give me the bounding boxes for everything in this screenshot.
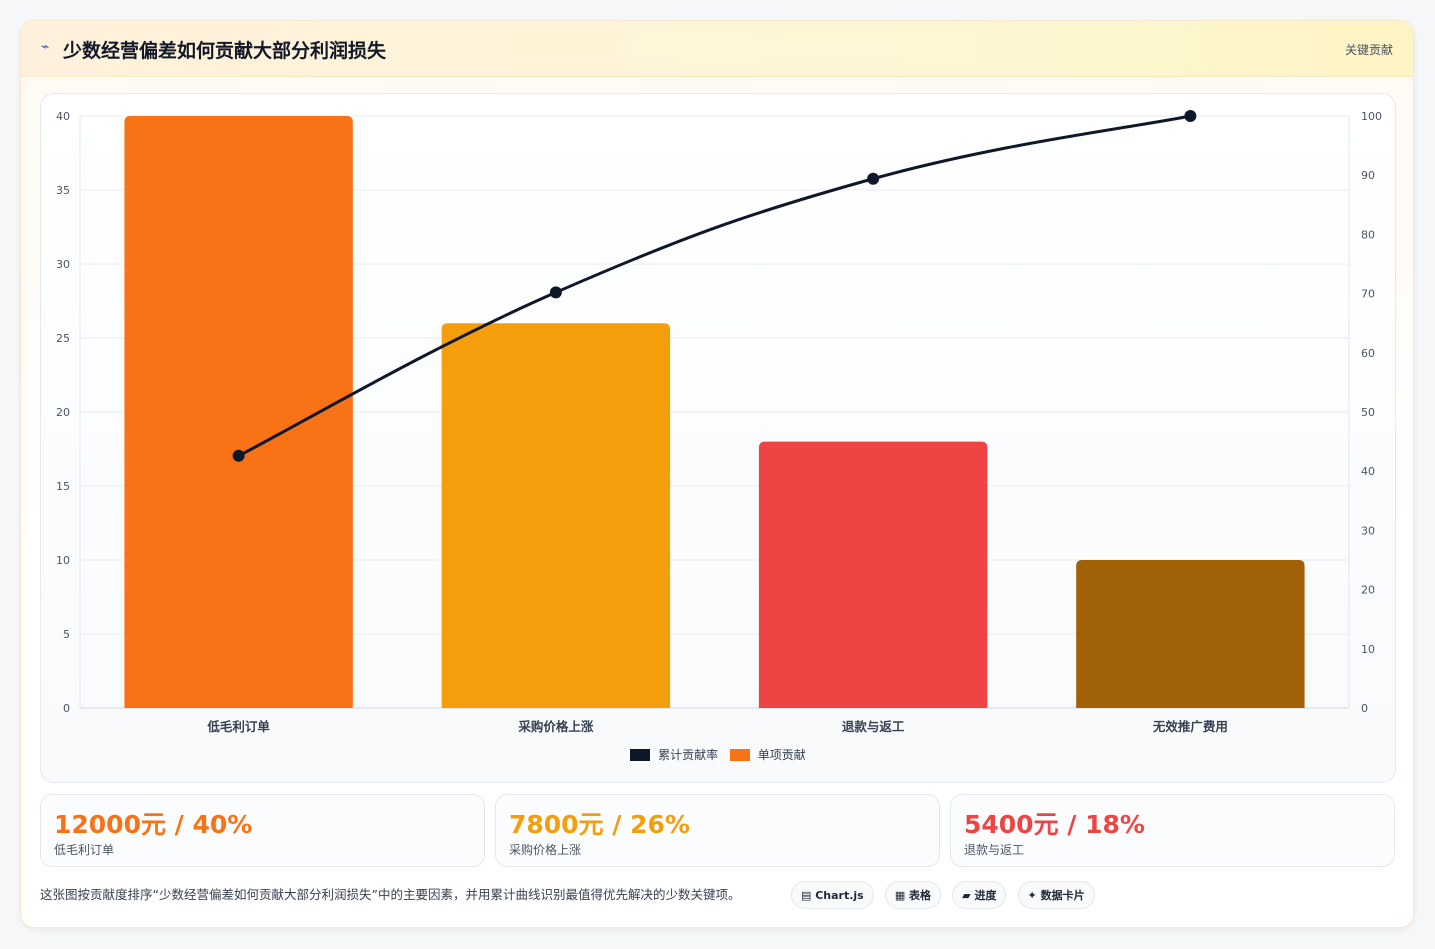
stat-label-1: 低毛利订单 xyxy=(54,843,115,857)
legend-swatch-single xyxy=(729,749,750,761)
y-right-tick-label: 70 xyxy=(1361,288,1375,301)
y-right-tick-label: 0 xyxy=(1361,702,1368,715)
bolt-icon: ⌁ xyxy=(41,39,50,55)
tech-chips: ▤ Chart.js ▦ 表格 ▰ 进度 ✦ 数据卡片 xyxy=(791,881,1101,909)
y-left-tick-label: 35 xyxy=(56,184,70,197)
x-tick-label: 无效推广费用 xyxy=(1152,719,1228,734)
bar-2 xyxy=(441,323,671,708)
y-left-tick-label: 40 xyxy=(56,110,70,123)
chart-legend: 累计贡献率 单项贡献 xyxy=(41,746,1395,763)
legend-label-cumulative: 累计贡献率 xyxy=(658,748,719,762)
y-right-tick-label: 80 xyxy=(1361,228,1375,241)
cumulative-point-4 xyxy=(1184,110,1197,122)
stat-label-2: 采购价格上涨 xyxy=(509,843,582,857)
y-right-tick-label: 60 xyxy=(1361,347,1375,360)
chip-progress[interactable]: ▰ 进度 xyxy=(952,881,1007,909)
y-right-tick-label: 10 xyxy=(1361,643,1375,656)
cumulative-point-2 xyxy=(549,286,562,299)
chart-panel: 0 5 10 15 20 25 30 35 40 0 10 20 30 40 50 60 70 80 90 100 低毛… xyxy=(40,93,1396,783)
stat-value-3: 5400元 / 18% xyxy=(964,810,1145,839)
stat-value-2: 7800元 / 26% xyxy=(509,810,690,839)
y-left-tick-label: 25 xyxy=(56,332,70,345)
key-contribution-tag: 关键贡献 xyxy=(1344,43,1393,57)
y-left-tick-label: 15 xyxy=(56,480,70,493)
bar-3 xyxy=(758,441,988,708)
y-left-tick-label: 10 xyxy=(56,554,70,567)
y-left-tick-label: 5 xyxy=(63,628,70,641)
y-left-tick-label: 0 xyxy=(63,702,70,715)
y-right-tick-label: 40 xyxy=(1361,465,1375,478)
y-right-tick-label: 90 xyxy=(1361,169,1375,182)
footer-note: 这张图按贡献度排序“少数经营偏差如何贡献大部分利润损失”中的主要因素，并用累计曲… xyxy=(40,887,741,902)
legend-item-single[interactable]: 单项贡献 xyxy=(729,746,806,763)
y-right-tick-label: 30 xyxy=(1361,524,1375,537)
stat-label-3: 退款与返工 xyxy=(964,843,1025,857)
chart-card: ⌁ 少数经营偏差如何贡献大部分利润损失 关键贡献 0 5 10 15 20 25 30 35 4… xyxy=(20,20,1414,928)
y-left-tick-label: 30 xyxy=(56,258,70,271)
legend-item-cumulative[interactable]: 累计贡献率 xyxy=(630,746,718,763)
y-right-tick-label: 50 xyxy=(1361,406,1375,419)
legend-label-single: 单项贡献 xyxy=(757,748,806,762)
chip-chartjs[interactable]: ▤ Chart.js xyxy=(791,881,874,909)
cumulative-point-3 xyxy=(867,172,880,185)
stat-card-3: 5400元 / 18% 退款与返工 xyxy=(950,794,1395,867)
chip-data-card[interactable]: ✦ 数据卡片 xyxy=(1017,881,1095,909)
x-tick-label: 低毛利订单 xyxy=(206,719,270,734)
x-tick-label: 采购价格上涨 xyxy=(517,719,594,734)
pareto-chart: 0 5 10 15 20 25 30 35 40 0 10 20 30 40 50 60 70 80 90 100 低毛… xyxy=(56,110,1382,734)
cumulative-line xyxy=(237,114,1191,458)
card-header: ⌁ 少数经营偏差如何贡献大部分利润损失 关键贡献 xyxy=(21,21,1413,77)
cumulative-point-1 xyxy=(232,449,245,462)
x-tick-label: 退款与返工 xyxy=(842,719,905,734)
stat-card-1: 12000元 / 40% 低毛利订单 xyxy=(40,794,485,867)
page-title: 少数经营偏差如何贡献大部分利润损失 xyxy=(63,40,387,62)
y-left-tick-label: 20 xyxy=(56,406,70,419)
stat-card-2: 7800元 / 26% 采购价格上涨 xyxy=(495,794,940,867)
y-right-tick-label: 100 xyxy=(1361,110,1382,123)
legend-swatch-cumulative xyxy=(630,749,651,761)
bar-1 xyxy=(124,116,353,708)
stat-value-1: 12000元 / 40% xyxy=(54,810,253,839)
bar-4 xyxy=(1076,560,1305,708)
y-right-tick-label: 20 xyxy=(1361,584,1375,597)
chip-table[interactable]: ▦ 表格 xyxy=(884,881,942,909)
